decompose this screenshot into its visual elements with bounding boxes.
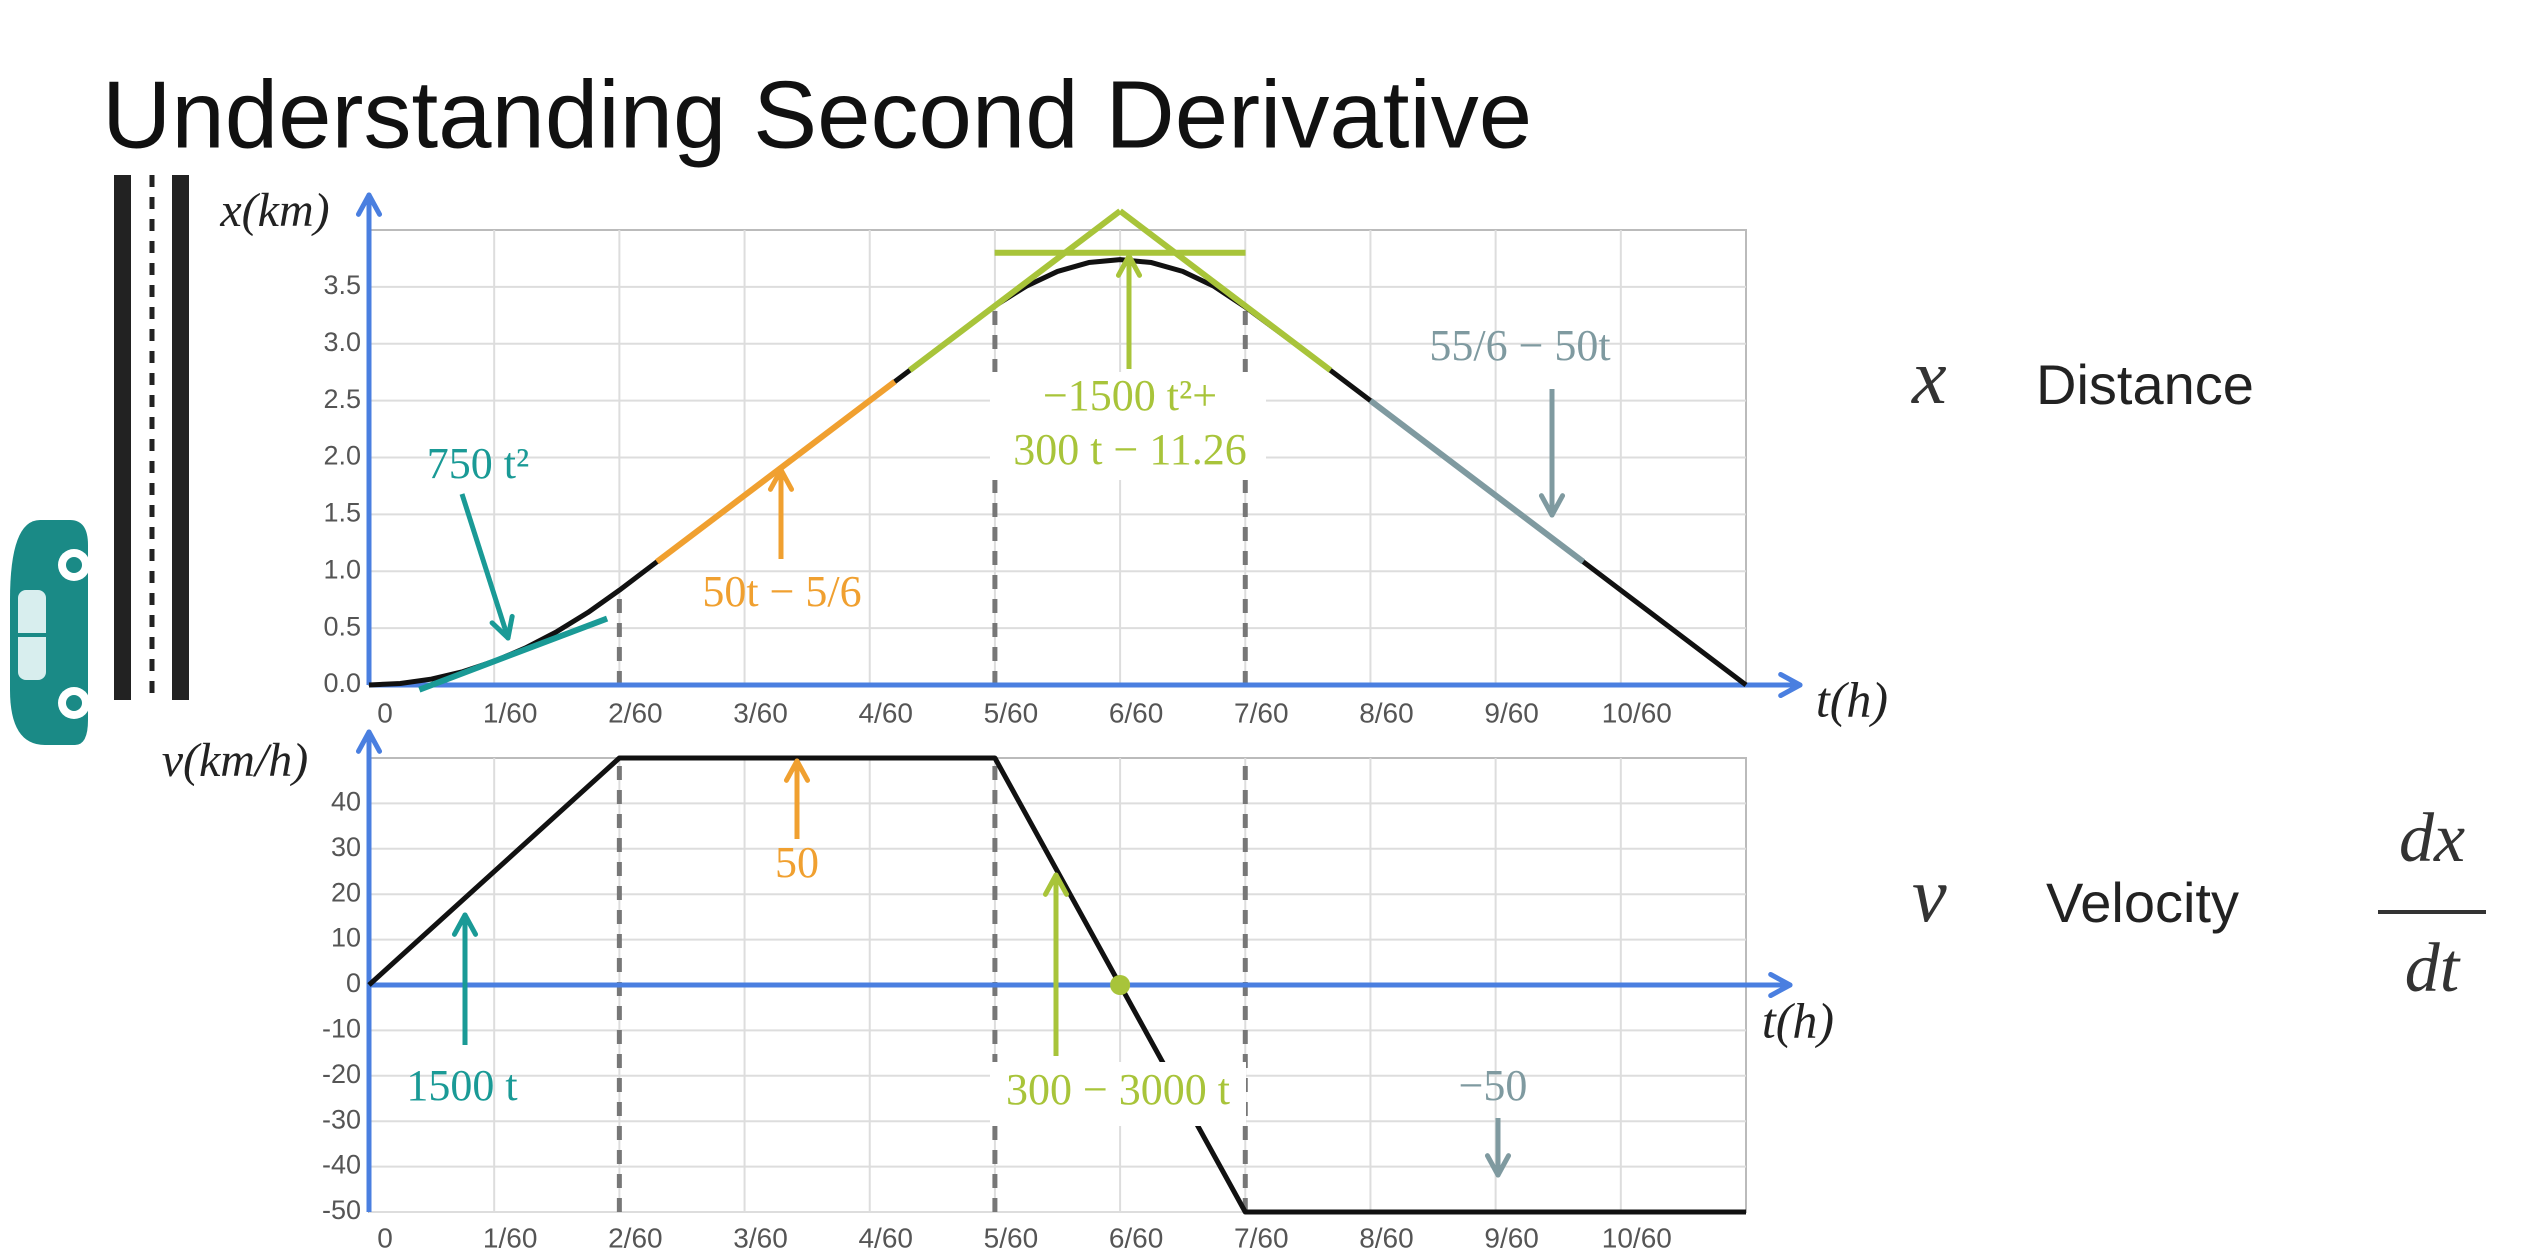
arrow-head (1053, 872, 1070, 897)
arrow-head (1538, 493, 1555, 518)
arrow-head (1778, 671, 1803, 688)
arrow-head (1042, 872, 1059, 897)
x-tick-label: 2/60 (608, 697, 663, 728)
y-tick-label: 10 (331, 923, 361, 953)
arrow-head (1126, 253, 1143, 278)
y-tick-label: 3.0 (323, 327, 361, 357)
y-tick-label: 3.5 (323, 270, 361, 300)
arrow-head (1768, 971, 1793, 988)
y-tick-label: 30 (331, 832, 361, 862)
car-icon (10, 520, 90, 745)
y-tick-label: 0.0 (323, 668, 361, 698)
road (114, 175, 189, 700)
arrow-head (767, 467, 784, 492)
arrow-head (366, 192, 383, 217)
y-tick-label: 2.5 (323, 384, 361, 414)
x-tick-label: 8/60 (1359, 1222, 1414, 1253)
velocity-label: Velocity (2046, 871, 2239, 934)
x-tick-label: 6/60 (1109, 697, 1164, 728)
derivative-denominator: dt (2405, 930, 2461, 1007)
highlight-line (907, 208, 1122, 373)
annotation-text: 50t − 5/6 (702, 567, 861, 616)
x-axis-label: t(h) (1816, 671, 1888, 727)
arrow-head (462, 912, 479, 937)
arrow-head (451, 912, 468, 937)
x-tick-label: 0 (377, 697, 393, 728)
y-tick-label: -40 (322, 1150, 361, 1180)
x-tick-label: 5/60 (984, 697, 1039, 728)
x-tick-label: 2/60 (608, 1222, 663, 1253)
y-tick-label: 0 (346, 968, 361, 998)
arrow-head (1495, 1153, 1512, 1178)
distance-symbol: x (1911, 333, 1947, 420)
arrow-head (505, 613, 515, 641)
arrow-head (1768, 982, 1793, 999)
x-tick-label: 6/60 (1109, 1222, 1164, 1253)
annotation-text: −50 (1459, 1061, 1528, 1110)
x-axis-label: t(h) (1762, 992, 1834, 1048)
annotation-text: 300 − 3000 t (1006, 1065, 1230, 1114)
x-tick-label: 8/60 (1359, 697, 1414, 728)
x-tick-label: 10/60 (1602, 1222, 1672, 1253)
velocity-symbol: v (1912, 851, 1947, 938)
highlight-line (1368, 398, 1586, 565)
arrow-head (355, 729, 372, 754)
data-line (367, 755, 1746, 1215)
annotation-text: 50 (775, 838, 819, 887)
slide-title: Understanding Second Derivative (102, 61, 1532, 168)
x-tick-label: 1/60 (483, 697, 538, 728)
x-tick-label: 0 (377, 1222, 393, 1253)
highlight-line (655, 379, 897, 565)
x-tick-label: 7/60 (1234, 1222, 1289, 1253)
derivative-numerator: dx (2399, 800, 2465, 877)
highlight-line (418, 615, 609, 693)
y-tick-label: -10 (322, 1014, 361, 1044)
distance-label: Distance (2036, 353, 2254, 416)
y-tick-label: 20 (331, 877, 361, 907)
point (1110, 975, 1131, 995)
x-tick-label: 10/60 (1602, 697, 1672, 728)
arrow-head (783, 758, 800, 783)
annotation-text: 55/6 − 50t (1429, 321, 1610, 370)
arrow-head (1484, 1153, 1501, 1178)
annotation-text: −1500 t²+ (1043, 371, 1217, 420)
x-tick-label: 7/60 (1234, 697, 1289, 728)
annotation-box (990, 372, 1266, 480)
y-tick-label: 0.5 (323, 611, 361, 641)
arrow-head (489, 620, 511, 641)
y-tick-label: -50 (322, 1195, 361, 1225)
highlight-line (1118, 208, 1333, 373)
x-tick-label: 9/60 (1484, 1222, 1539, 1253)
x-tick-label: 3/60 (733, 697, 788, 728)
y-tick-label: 40 (331, 787, 361, 817)
x-tick-label: 5/60 (984, 1222, 1039, 1253)
x-tick-label: 3/60 (733, 1222, 788, 1253)
annotation-box (990, 1062, 1246, 1126)
arrow-head (1115, 253, 1132, 278)
arrow-head (355, 192, 372, 217)
y-tick-label: -30 (322, 1104, 361, 1134)
x-tick-label: 1/60 (483, 1222, 538, 1253)
x-tick-label: 4/60 (858, 1222, 913, 1253)
x-tick-label: 4/60 (858, 697, 913, 728)
y-tick-label: -20 (322, 1059, 361, 1089)
y-tick-label: 1.0 (323, 554, 361, 584)
annotation-text: 1500 t (406, 1061, 517, 1110)
arrow (459, 493, 511, 639)
annotation-text: 750 t² (427, 439, 529, 488)
y-axis-label: x(km) (219, 184, 329, 237)
arrow-head (366, 729, 383, 754)
arrow-head (1549, 493, 1566, 518)
arrow-head (794, 758, 811, 783)
y-axis-label: v(km/h) (162, 734, 309, 787)
annotation-text: 300 t − 11.26 (1013, 425, 1246, 474)
y-tick-label: 2.0 (323, 441, 361, 471)
x-tick-label: 9/60 (1484, 697, 1539, 728)
arrow-head (778, 467, 795, 492)
arrow-head (1778, 682, 1803, 699)
y-tick-label: 1.5 (323, 498, 361, 528)
